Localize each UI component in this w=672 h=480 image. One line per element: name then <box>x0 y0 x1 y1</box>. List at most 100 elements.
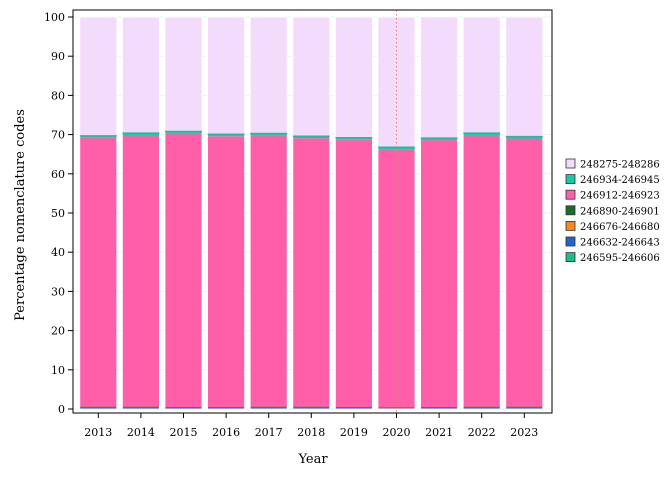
legend-swatch <box>565 220 576 231</box>
y-axis-title: Percentage nomenclature codes <box>13 109 28 321</box>
y-tick-label: 30 <box>51 285 65 298</box>
bar-outline <box>79 16 118 410</box>
legend-item: 246595-246606 <box>565 252 660 264</box>
x-axis-title: Year <box>297 452 328 467</box>
y-tick-label: 90 <box>51 50 65 63</box>
bar-segment <box>335 17 373 138</box>
bar-outline <box>462 16 501 410</box>
bar-outline <box>420 16 459 410</box>
x-tick-label: 2015 <box>170 426 198 439</box>
legend-swatch <box>565 189 576 200</box>
bar-segment <box>165 407 202 409</box>
y-tick-label: 0 <box>58 403 65 416</box>
bar-segment <box>420 140 458 408</box>
bar-segment <box>378 147 415 150</box>
y-tick-label: 10 <box>51 364 65 377</box>
legend-label: 248275-248286 <box>580 160 660 171</box>
bar-segment <box>250 407 288 409</box>
y-tick-label: 60 <box>51 168 65 181</box>
legend-label: 246595-246606 <box>580 253 660 264</box>
legend-item: 246890-246901 <box>565 205 660 217</box>
bar-group-2017 <box>249 16 288 410</box>
x-tick-label: 2018 <box>297 426 325 439</box>
legend-item: 246912-246923 <box>565 189 660 202</box>
legend-label: 246912-246923 <box>580 191 660 202</box>
bar-segment <box>335 407 373 409</box>
x-tick-label: 2022 <box>468 426 496 439</box>
bar-outline <box>164 16 203 410</box>
bar-segment <box>207 134 245 137</box>
bar-segment <box>122 133 160 135</box>
bar-segment <box>79 17 117 136</box>
bar-segment <box>165 133 202 408</box>
bar-segment <box>505 136 543 139</box>
bar-segment <box>378 407 415 409</box>
legend-item: 246632-246643 <box>565 236 660 249</box>
bar-segment <box>292 138 330 407</box>
bar-outline <box>207 16 246 410</box>
legend-swatch <box>565 252 576 263</box>
bar-segment <box>79 137 117 407</box>
bar-segment <box>292 136 330 139</box>
x-tick-label: 2021 <box>425 426 453 439</box>
bar-group-2013 <box>79 16 118 410</box>
bar-group-2019 <box>334 16 373 410</box>
bar-segment <box>505 407 543 409</box>
bar-segment <box>207 17 245 135</box>
bar-outline <box>249 16 288 410</box>
bar-segment <box>463 407 501 409</box>
bar-segment <box>250 135 288 407</box>
bar-segment <box>122 406 160 408</box>
bar-segment <box>250 133 288 136</box>
bar-segment <box>420 407 458 409</box>
bars <box>79 16 544 410</box>
bar-segment <box>505 406 543 408</box>
bar-segment <box>207 407 245 409</box>
bar-segment <box>292 407 330 409</box>
x-tick-label: 2013 <box>84 426 112 439</box>
bar-segment <box>420 138 458 141</box>
bar-outline <box>292 16 331 410</box>
x-tick-label: 2020 <box>383 426 411 439</box>
bar-segment <box>463 133 501 135</box>
bar-segment <box>122 17 160 134</box>
bar-group-2021 <box>420 16 459 410</box>
bar-segment <box>79 135 117 138</box>
x-tick-label: 2023 <box>510 426 538 439</box>
bar-segment <box>250 17 288 134</box>
y-tick-label: 40 <box>51 246 65 259</box>
bar-group-2020 <box>377 16 416 410</box>
bar-segment <box>463 134 501 407</box>
bar-outline <box>334 16 373 410</box>
bar-segment <box>250 406 288 408</box>
x-tick-label: 2016 <box>212 426 240 439</box>
bar-segment <box>335 407 373 408</box>
bar-segment <box>292 17 330 137</box>
y-tick-label: 100 <box>44 11 65 24</box>
legend-swatch <box>565 158 576 169</box>
bar-segment <box>165 17 202 132</box>
legend-label: 246890-246901 <box>580 206 660 217</box>
legend-swatch <box>565 236 576 247</box>
bar-segment <box>165 131 202 134</box>
bar-segment <box>463 406 501 408</box>
legend-label: 246676-246680 <box>580 222 660 233</box>
bar-segment <box>292 406 330 408</box>
bar-group-2018 <box>292 16 331 410</box>
axes: 0 10 20 30 40 50 60 70 80 90 100 2013 2014 2015 2016 20… <box>44 9 553 439</box>
legend-label: 246934-246945 <box>580 175 660 186</box>
legend-swatch <box>565 174 576 185</box>
legend-item: 246934-246945 <box>565 174 660 186</box>
legend-item: 246676-246680 <box>565 220 660 233</box>
plot-frame <box>72 9 553 414</box>
bar-segment <box>420 407 458 408</box>
bar-group-2023 <box>505 16 544 410</box>
bar-segment <box>165 407 202 408</box>
bar-segment <box>463 17 501 134</box>
y-tick-label: 50 <box>51 207 65 220</box>
bar-group-2014 <box>122 16 160 410</box>
y-tick-label: 80 <box>51 89 65 102</box>
x-tick-label: 2017 <box>255 426 283 439</box>
legend-item: 248275-248286 <box>565 158 660 171</box>
